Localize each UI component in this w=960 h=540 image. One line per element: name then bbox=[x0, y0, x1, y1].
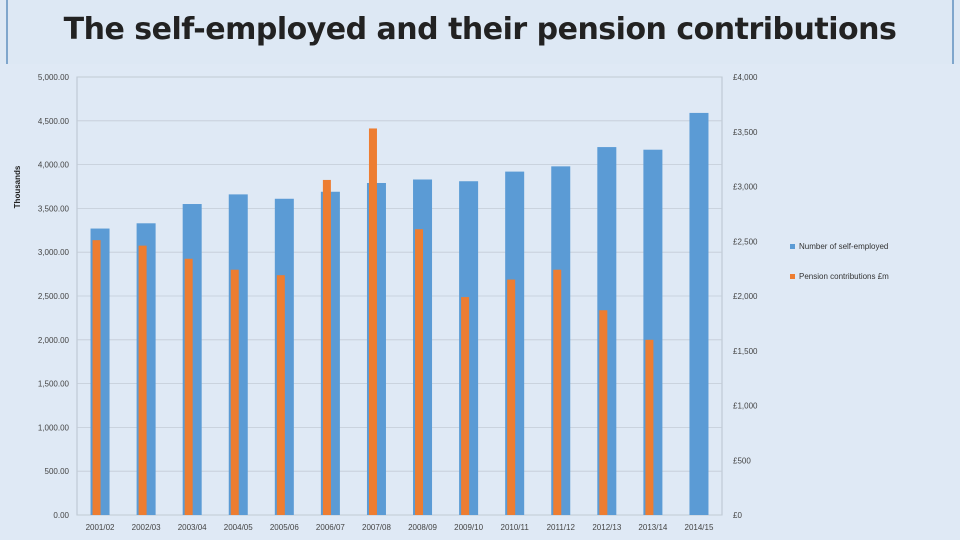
bar-pension-contributions bbox=[368, 128, 377, 515]
y2-tick-label: £1,000 bbox=[733, 402, 758, 411]
y-tick-label: 0.00 bbox=[53, 511, 69, 520]
bar-pension-contributions bbox=[92, 240, 101, 515]
y2-tick-label: £0 bbox=[733, 511, 742, 520]
bar-pension-contributions bbox=[461, 297, 470, 515]
bar-pension-contributions bbox=[138, 245, 147, 515]
bar-pension-contributions bbox=[507, 279, 516, 515]
y-tick-label: 2,000.00 bbox=[38, 336, 70, 345]
legend-label: Pension contributions £m bbox=[799, 272, 889, 281]
x-tick-label: 2003/04 bbox=[178, 523, 207, 532]
bar-pension-contributions bbox=[415, 229, 424, 515]
x-tick-label: 2006/07 bbox=[316, 523, 345, 532]
x-tick-label: 2010/11 bbox=[501, 523, 530, 532]
x-tick-label: 2001/02 bbox=[86, 523, 115, 532]
y2-tick-label: £4,000 bbox=[733, 73, 758, 82]
y-axis-title: Thousands bbox=[13, 165, 22, 208]
y-tick-label: 3,500.00 bbox=[38, 204, 70, 213]
bar-pension-contributions bbox=[599, 310, 608, 515]
x-tick-label: 2012/13 bbox=[592, 523, 621, 532]
x-tick-label: 2013/14 bbox=[638, 523, 667, 532]
bar-pension-contributions bbox=[184, 258, 193, 515]
bar-pension-contributions bbox=[230, 269, 239, 515]
bar-pension-contributions bbox=[322, 179, 331, 515]
y2-tick-label: £3,500 bbox=[733, 128, 758, 137]
y-tick-label: 5,000.00 bbox=[38, 73, 70, 82]
x-tick-label: 2014/15 bbox=[685, 523, 714, 532]
legend-label: Number of self-employed bbox=[799, 242, 888, 251]
x-tick-label: 2009/10 bbox=[454, 523, 483, 532]
y-tick-label: 1,000.00 bbox=[38, 423, 70, 432]
x-tick-label: 2011/12 bbox=[547, 523, 576, 532]
y2-tick-label: £2,000 bbox=[733, 292, 758, 301]
y2-tick-label: £500 bbox=[733, 456, 751, 465]
y-tick-label: 2,500.00 bbox=[38, 292, 70, 301]
x-tick-label: 2004/05 bbox=[224, 523, 253, 532]
y2-tick-label: £2,500 bbox=[733, 237, 758, 246]
chart-area: 0.00 500.00 1,000.00 1,500.00 2,000.00 2,500.… bbox=[0, 64, 960, 540]
x-tick-label: 2002/03 bbox=[132, 523, 161, 532]
y-tick-label: 500.00 bbox=[45, 467, 70, 476]
x-tick-label: 2005/06 bbox=[270, 523, 299, 532]
y2-tick-label: £3,000 bbox=[733, 183, 758, 192]
y-tick-label: 3,000.00 bbox=[38, 248, 70, 257]
y-tick-label: 4,000.00 bbox=[38, 161, 70, 170]
bar-pension-contributions bbox=[645, 339, 654, 515]
chart-title: The self-employed and their pension cont… bbox=[63, 12, 897, 47]
bar-self-employed bbox=[689, 112, 709, 515]
bar-pension-contributions bbox=[553, 269, 562, 515]
legend-swatch bbox=[790, 244, 795, 249]
y2-tick-label: £1,500 bbox=[733, 347, 758, 356]
legend-swatch bbox=[790, 274, 795, 279]
combo-bar-chart: 0.00 500.00 1,000.00 1,500.00 2,000.00 2,500.… bbox=[13, 73, 889, 532]
y-tick-label: 1,500.00 bbox=[38, 380, 70, 389]
x-tick-label: 2008/09 bbox=[408, 523, 437, 532]
y-tick-label: 4,500.00 bbox=[38, 117, 70, 126]
bar-pension-contributions bbox=[276, 275, 285, 515]
x-tick-label: 2007/08 bbox=[362, 523, 391, 532]
